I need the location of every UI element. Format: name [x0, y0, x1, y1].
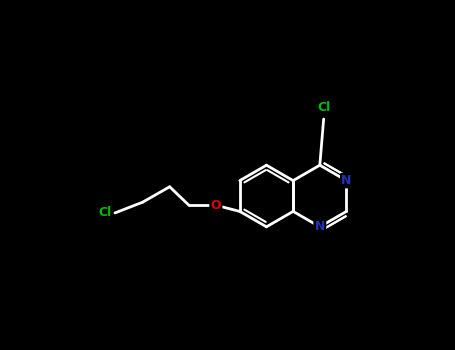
Text: Cl: Cl — [99, 206, 112, 219]
Text: N: N — [314, 220, 325, 233]
Text: Cl: Cl — [317, 102, 330, 114]
Text: N: N — [341, 174, 352, 187]
Text: O: O — [211, 199, 221, 212]
